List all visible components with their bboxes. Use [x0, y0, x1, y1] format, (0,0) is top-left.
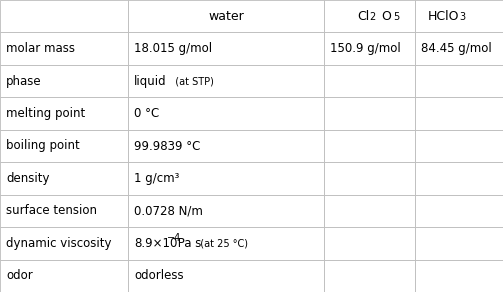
Bar	[128, 0, 324, 32]
Bar	[0, 65, 128, 97]
Bar	[324, 260, 415, 292]
Text: surface tension: surface tension	[6, 204, 97, 217]
Text: 3: 3	[459, 12, 465, 22]
Bar	[415, 260, 503, 292]
Bar	[128, 32, 324, 65]
Text: boiling point: boiling point	[6, 140, 80, 152]
Bar	[128, 162, 324, 195]
Bar	[324, 227, 415, 260]
Text: (at STP): (at STP)	[169, 76, 213, 86]
Text: 150.9 g/mol: 150.9 g/mol	[330, 42, 401, 55]
Text: 5: 5	[393, 12, 399, 22]
Text: 18.015 g/mol: 18.015 g/mol	[134, 42, 212, 55]
Text: molar mass: molar mass	[6, 42, 75, 55]
Bar	[324, 195, 415, 227]
Bar	[0, 195, 128, 227]
Bar	[0, 130, 128, 162]
Bar	[415, 162, 503, 195]
Bar	[128, 97, 324, 130]
Text: dynamic viscosity: dynamic viscosity	[6, 237, 112, 250]
Bar	[415, 0, 503, 32]
Bar	[0, 227, 128, 260]
Text: 0 °C: 0 °C	[134, 107, 159, 120]
Bar	[324, 0, 415, 32]
Text: HClO: HClO	[428, 10, 459, 23]
Bar	[0, 97, 128, 130]
Bar	[415, 130, 503, 162]
Text: odor: odor	[6, 269, 33, 282]
Bar	[0, 260, 128, 292]
Text: 8.9×10: 8.9×10	[134, 237, 178, 250]
Text: water: water	[208, 10, 244, 23]
Bar	[415, 32, 503, 65]
Text: (at 25 °C): (at 25 °C)	[194, 238, 247, 248]
Bar	[324, 162, 415, 195]
Text: 2: 2	[370, 12, 376, 22]
Text: phase: phase	[6, 75, 42, 88]
Bar	[128, 130, 324, 162]
Bar	[0, 32, 128, 65]
Bar	[0, 162, 128, 195]
Bar	[324, 97, 415, 130]
Text: −4: −4	[166, 233, 181, 243]
Bar	[415, 65, 503, 97]
Text: 84.45 g/mol: 84.45 g/mol	[421, 42, 492, 55]
Text: O: O	[381, 10, 391, 23]
Bar	[324, 130, 415, 162]
Text: density: density	[6, 172, 49, 185]
Bar	[128, 65, 324, 97]
Text: 0.0728 N/m: 0.0728 N/m	[134, 204, 203, 217]
Bar	[324, 65, 415, 97]
Bar	[128, 227, 324, 260]
Bar	[324, 32, 415, 65]
Text: odorless: odorless	[134, 269, 184, 282]
Bar	[128, 260, 324, 292]
Bar	[0, 0, 128, 32]
Text: 99.9839 °C: 99.9839 °C	[134, 140, 201, 152]
Bar	[415, 195, 503, 227]
Text: Pa s: Pa s	[174, 237, 201, 250]
Bar	[415, 97, 503, 130]
Text: Cl: Cl	[358, 10, 370, 23]
Text: liquid: liquid	[134, 75, 167, 88]
Text: 1 g/cm³: 1 g/cm³	[134, 172, 180, 185]
Text: melting point: melting point	[6, 107, 86, 120]
Bar	[128, 195, 324, 227]
Bar	[415, 227, 503, 260]
